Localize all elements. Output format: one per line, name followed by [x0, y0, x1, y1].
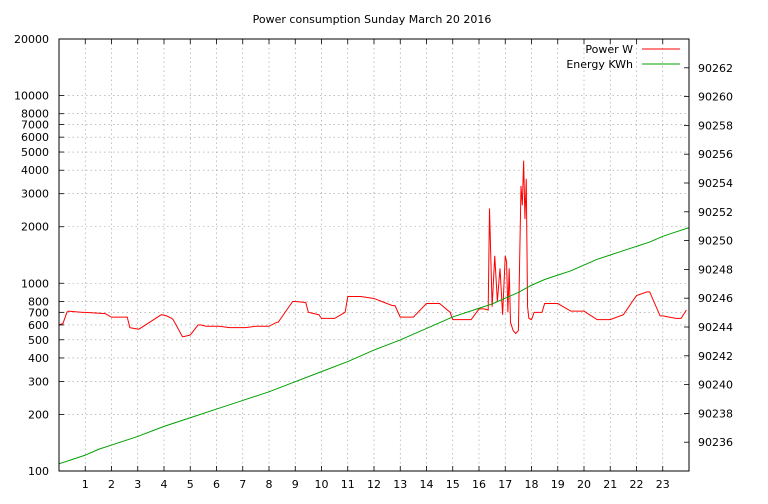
x-tick-label: 13 — [393, 478, 407, 491]
legend-label: Energy KWh — [566, 58, 633, 71]
y2-tick-label: 90258 — [698, 119, 733, 132]
x-tick-label: 4 — [161, 478, 168, 491]
y-tick-label: 600 — [28, 319, 49, 332]
y-tick-label: 100 — [28, 465, 49, 478]
y-tick-label: 400 — [28, 352, 49, 365]
y-tick-label: 1000 — [21, 277, 49, 290]
x-tick-label: 19 — [551, 478, 565, 491]
y-tick-label: 4000 — [21, 164, 49, 177]
y2-tick-label: 90242 — [698, 350, 733, 363]
y-tick-label: 5000 — [21, 146, 49, 159]
y2-tick-label: 90252 — [698, 206, 733, 219]
x-tick-label: 17 — [498, 478, 512, 491]
x-tick-label: 23 — [656, 478, 670, 491]
y2-tick-label: 90260 — [698, 91, 733, 104]
x-tick-label: 16 — [472, 478, 486, 491]
plot-border — [58, 38, 690, 472]
x-tick-label: 22 — [630, 478, 644, 491]
axes: 1 2 3 4 5 6 7 8 9 10 11 12 13 14 15 16 17 18 19 20 21 22 23100… — [14, 33, 733, 491]
y-tick-label: 7000 — [21, 119, 49, 132]
x-tick-label: 20 — [577, 478, 591, 491]
x-tick-label: 3 — [134, 478, 141, 491]
grid-lines — [59, 38, 689, 471]
y-tick-label: 10000 — [14, 90, 49, 103]
x-tick-label: 8 — [266, 478, 273, 491]
y2-tick-label: 90236 — [698, 436, 733, 449]
y-tick-label: 300 — [28, 375, 49, 388]
y2-tick-label: 90256 — [698, 148, 733, 161]
y-tick-label: 2000 — [21, 221, 49, 234]
x-tick-label: 21 — [603, 478, 617, 491]
y2-tick-label: 90262 — [698, 62, 733, 75]
x-tick-label: 9 — [292, 478, 299, 491]
x-tick-label: 2 — [108, 478, 115, 491]
x-tick-label: 7 — [239, 478, 246, 491]
y-tick-label: 500 — [28, 334, 49, 347]
y-tick-label: 700 — [28, 306, 49, 319]
y-tick-label: 20000 — [14, 33, 49, 46]
energy-series-line — [58, 227, 690, 465]
y-tick-label: 3000 — [21, 188, 49, 201]
x-tick-label: 18 — [525, 478, 539, 491]
y2-tick-label: 90248 — [698, 263, 733, 276]
x-tick-label: 1 — [82, 478, 89, 491]
x-tick-label: 10 — [315, 478, 329, 491]
x-tick-label: 6 — [213, 478, 220, 491]
x-tick-label: 15 — [446, 478, 460, 491]
x-tick-label: 14 — [420, 478, 434, 491]
power-series-line — [58, 160, 687, 338]
y2-tick-label: 90238 — [698, 407, 733, 420]
x-tick-label: 5 — [187, 478, 194, 491]
legend: Power W Energy KWh — [566, 43, 680, 71]
x-tick-label: 12 — [367, 478, 381, 491]
y2-tick-label: 90254 — [698, 177, 733, 190]
y-tick-label: 800 — [28, 295, 49, 308]
chart-title: Power consumption Sunday March 20 2016 — [253, 13, 492, 26]
legend-label: Power W — [585, 43, 633, 56]
y-tick-label: 6000 — [21, 131, 49, 144]
y2-tick-label: 90244 — [698, 321, 733, 334]
y2-tick-label: 90246 — [698, 292, 733, 305]
y-tick-label: 8000 — [21, 108, 49, 121]
y2-tick-label: 90250 — [698, 235, 733, 248]
x-tick-label: 11 — [341, 478, 355, 491]
y2-tick-label: 90240 — [698, 379, 733, 392]
y-tick-label: 200 — [28, 408, 49, 421]
plot-series — [58, 160, 690, 465]
